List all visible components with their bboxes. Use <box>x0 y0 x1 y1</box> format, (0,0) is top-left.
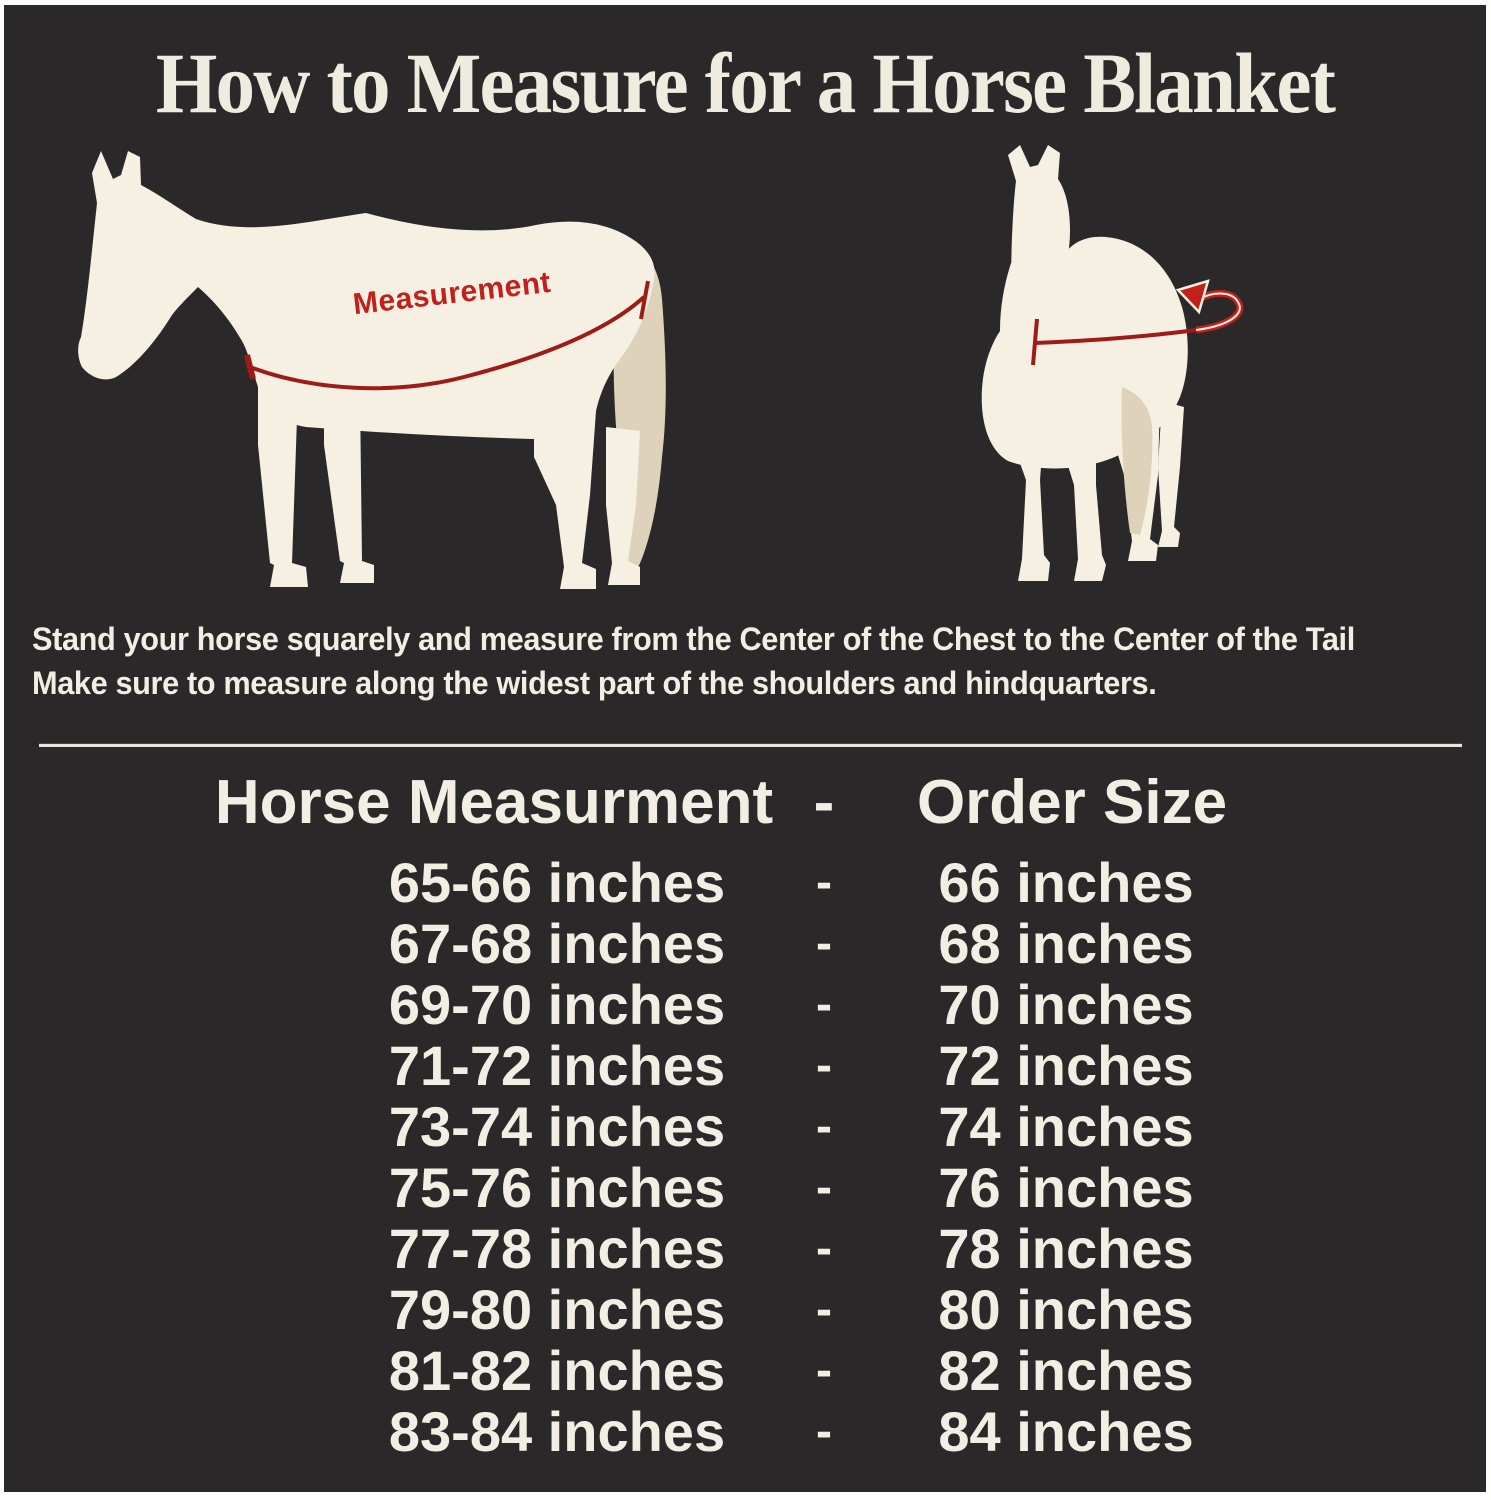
header-horse-measurement: Horse Measurment <box>214 768 774 837</box>
horse-leg <box>534 411 596 589</box>
row-separator: - <box>816 856 832 909</box>
row-measurement: 81-82 inches <box>388 1339 726 1402</box>
row-separator: - <box>816 1100 832 1153</box>
row-measurement: 69-70 inches <box>388 973 726 1036</box>
row-measurement: 83-84 inches <box>388 1400 726 1463</box>
row-order-size: 66 inches <box>938 851 1194 914</box>
row-order-size: 80 inches <box>938 1278 1194 1341</box>
horse-front-silhouette <box>981 145 1244 581</box>
row-measurement: 77-78 inches <box>388 1217 726 1280</box>
row-separator: - <box>816 1405 832 1458</box>
size-table-row: 83-84 inches - 84 inches <box>184 1401 1304 1462</box>
row-separator: - <box>816 917 832 970</box>
horse-leg <box>1158 401 1184 547</box>
page-title: How to Measure for a Horse Blanket <box>155 35 1336 131</box>
horse-side-silhouette <box>78 151 666 589</box>
size-table-rows: 65-66 inches - 66 inches 67-68 inches - 68 in… <box>184 852 1304 1462</box>
header-separator: - <box>813 768 835 837</box>
row-order-size: 70 inches <box>938 973 1194 1036</box>
measurement-line-end-tick <box>639 280 650 320</box>
measurement-line-start-tick <box>244 354 256 380</box>
measure-loop-core <box>1195 292 1241 331</box>
size-table-header: Horse Measurment - Order Size <box>184 762 1304 844</box>
row-separator: - <box>816 1222 832 1275</box>
row-order-size: 78 inches <box>938 1217 1194 1280</box>
row-measurement: 73-74 inches <box>388 1095 726 1158</box>
measure-direction-arrow <box>1175 279 1210 315</box>
size-table-row: 79-80 inches - 80 inches <box>184 1279 1304 1340</box>
row-measurement: 65-66 inches <box>388 851 726 914</box>
measurement-line <box>249 295 646 391</box>
row-measurement: 71-72 inches <box>388 1034 726 1097</box>
instructions-line2: Make sure to measure along the widest pa… <box>32 665 1157 701</box>
horse-leg <box>1010 395 1050 581</box>
size-table-row: 81-82 inches - 82 inches <box>184 1340 1304 1401</box>
size-table: Horse Measurment - Order Size 65-66 inch… <box>184 762 1304 1462</box>
size-table-row: 77-78 inches - 78 inches <box>184 1218 1304 1279</box>
dark-panel: How to Measure for a Horse Blanket Measu… <box>4 5 1486 1492</box>
horse-body <box>78 151 655 439</box>
row-order-size: 68 inches <box>938 912 1194 975</box>
size-table-row: 69-70 inches - 70 inches <box>184 974 1304 1035</box>
horse-leg <box>1060 403 1106 581</box>
horse-head <box>1008 145 1070 326</box>
size-table-row: 67-68 inches - 68 inches <box>184 913 1304 974</box>
row-separator: - <box>816 1039 832 1092</box>
horse-leg-shade <box>1121 387 1153 535</box>
size-table-row: 65-66 inches - 66 inches <box>184 852 1304 913</box>
size-table-row: 71-72 inches - 72 inches <box>184 1035 1304 1096</box>
row-separator: - <box>816 1283 832 1336</box>
size-table-row: 75-76 inches - 76 inches <box>184 1157 1304 1218</box>
row-separator: - <box>816 1344 832 1397</box>
horse-leg <box>324 393 374 583</box>
row-measurement: 79-80 inches <box>388 1278 726 1341</box>
row-order-size: 76 inches <box>938 1156 1194 1219</box>
horse-leg <box>258 383 308 587</box>
instructions-line1: Stand your horse squarely and measure fr… <box>32 621 1355 657</box>
horse-leg <box>606 427 640 585</box>
row-order-size: 84 inches <box>938 1400 1194 1463</box>
section-divider <box>39 743 1462 747</box>
measure-girth-line <box>1034 328 1197 345</box>
row-separator: - <box>816 978 832 1031</box>
instructions-text: Stand your horse squarely and measure fr… <box>32 617 1355 705</box>
header-order-size: Order Size <box>916 768 1228 837</box>
size-table-row: 73-74 inches - 74 inches <box>184 1096 1304 1157</box>
row-separator: - <box>816 1161 832 1214</box>
row-order-size: 74 inches <box>938 1095 1194 1158</box>
row-measurement: 67-68 inches <box>388 912 726 975</box>
row-order-size: 72 inches <box>938 1034 1194 1097</box>
row-measurement: 75-76 inches <box>388 1156 726 1219</box>
row-order-size: 82 inches <box>938 1339 1194 1402</box>
